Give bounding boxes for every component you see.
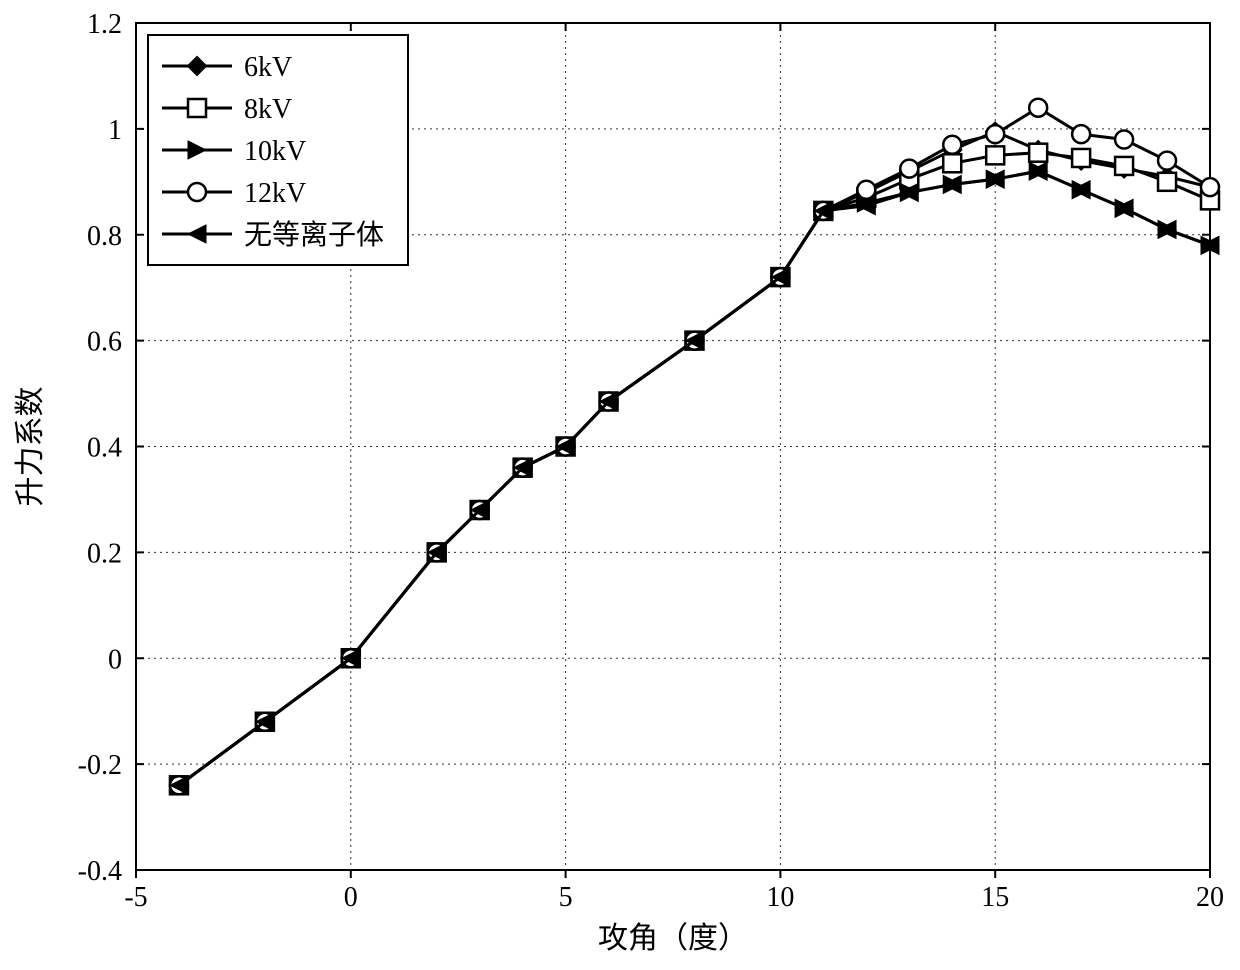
x-tick-label: 0 [344,882,358,913]
chart-container: -5 0 5 10 15 20 -0.4 -0.2 0 0.2 0.4 0.6 0.8 1 1.2 攻角（度）… [0,0,1240,970]
y-tick-label: 0.6 [87,327,122,358]
x-tick-label: 20 [1196,882,1224,913]
y-tick-label: 0.8 [87,221,122,252]
x-tick-label: -5 [124,882,147,913]
x-axis-label: 攻角（度） [598,922,748,955]
y-axis-label: 升力系数 [14,387,47,507]
legend-label: 无等离子体 [244,219,384,251]
y-tick-label: -0.4 [78,856,122,887]
legend-label: 12kV [244,178,306,209]
y-tick-label: 1.2 [87,9,122,40]
y-tick-label: 0.2 [87,538,122,569]
y-tick-label: -0.2 [78,750,122,781]
line-chart: -5 0 5 10 15 20 -0.4 -0.2 0 0.2 0.4 0.6 0.8 1 1.2 攻角（度）… [0,0,1240,970]
x-tick-label: 15 [981,882,1009,913]
y-tick-label: 0.4 [87,433,122,464]
x-tick-label: 10 [766,882,794,913]
legend-label: 6kV [244,52,292,83]
x-tick-label: 5 [559,882,573,913]
legend: 6kV 8kV 10kV 12kV 无等离子体 [148,35,408,265]
legend-label: 10kV [244,136,306,167]
legend-label: 8kV [244,94,292,125]
y-tick-label: 1 [108,115,122,146]
y-tick-label: 0 [108,644,122,675]
